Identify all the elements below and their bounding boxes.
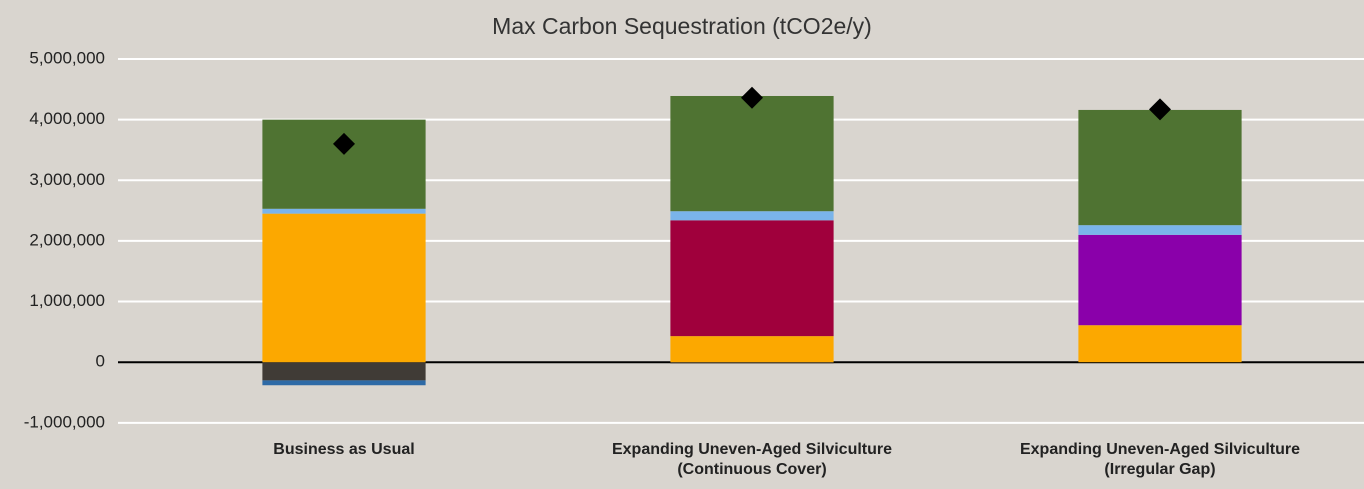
y-tick-label: 5,000,000 [29, 48, 105, 67]
y-tick-label: 3,000,000 [29, 170, 105, 189]
y-tick-label: 1,000,000 [29, 291, 105, 310]
x-tick-label: Business as Usual [273, 441, 415, 458]
bar-segment [1078, 325, 1242, 363]
diamond-marker [333, 132, 355, 155]
bar-segment [670, 362, 834, 364]
bar-segment [670, 211, 834, 221]
y-tick-label: 2,000,000 [29, 230, 105, 249]
bar-segment [670, 336, 834, 363]
x-tick-label: Expanding Uneven-Aged Silviculture (Irre… [1019, 441, 1301, 478]
bar-segment [670, 220, 834, 337]
bar-segment [262, 380, 426, 386]
bar-segment [1078, 234, 1242, 326]
bar-segment [1078, 109, 1242, 226]
bar-segment [1078, 225, 1242, 235]
chart-title: Max Carbon Sequestration (tCO2e/y) [492, 13, 872, 39]
y-tick-label: 0 [96, 352, 105, 371]
diamond-marker [1149, 98, 1171, 121]
y-tick-label: -1,000,000 [24, 412, 105, 431]
bar-segment [262, 362, 426, 381]
x-tick-label: Expanding Uneven-Aged Silviculture (Cont… [611, 441, 893, 478]
bar-segment [262, 213, 426, 363]
y-tick-label: 4,000,000 [29, 109, 105, 128]
bar-segment [670, 95, 834, 212]
diamond-marker [741, 86, 763, 109]
bar-segment [262, 208, 426, 214]
